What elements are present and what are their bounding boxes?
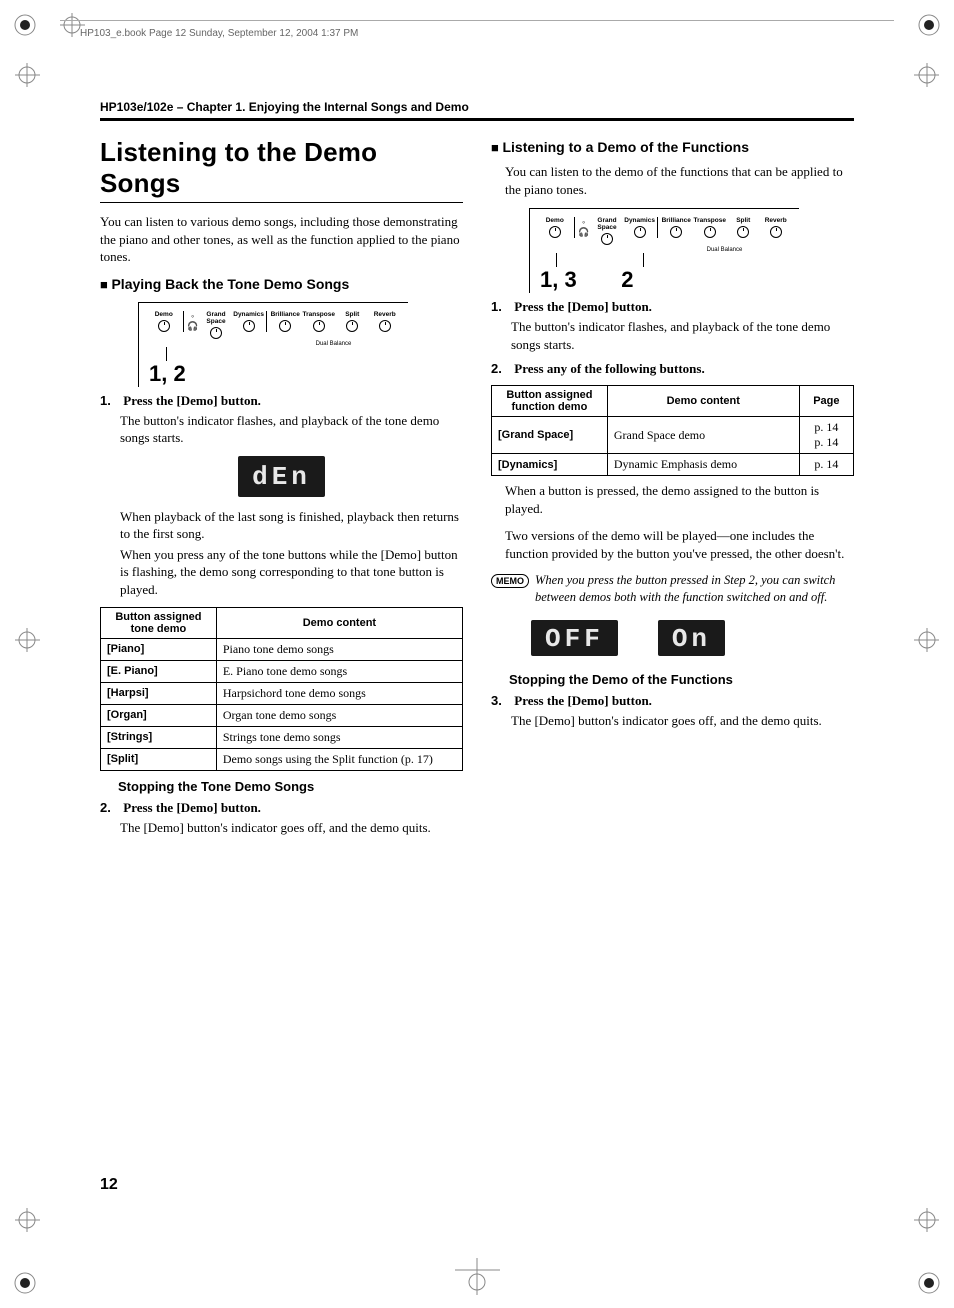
lcd-display-off: OFF — [531, 620, 618, 656]
table-row: [Grand Space] Grand Space demo p. 14 p. … — [492, 417, 854, 454]
table-header: Button assigned tone demo — [101, 607, 217, 638]
left-column: Listening to the Demo Songs You can list… — [100, 137, 463, 1194]
memo-text: When you press the button pressed in Ste… — [535, 572, 854, 606]
table-row: [E. Piano]E. Piano tone demo songs — [101, 660, 463, 682]
step-body: The button's indicator flashes, and play… — [511, 318, 854, 353]
step-body: When playback of the last song is finish… — [120, 508, 463, 543]
step-title: Press the [Demo] button. — [123, 800, 261, 815]
memo-icon: MEMO — [491, 574, 529, 588]
step-2-right: 2. Press any of the following buttons. — [491, 361, 854, 377]
panel-label: Split — [345, 311, 359, 318]
book-meta: HP103_e.book Page 12 Sunday, September 1… — [80, 28, 358, 39]
panel-diagram-left: Demo ◦🎧 Grand Space Dynamics Brilliance … — [138, 302, 408, 387]
panel-callout: 1, 3 — [540, 267, 619, 293]
after-table-text: When a button is pressed, the demo assig… — [505, 482, 854, 517]
step-1-right: 1. Press the [Demo] button. The button's… — [491, 299, 854, 353]
step-1: 1. Press the [Demo] button. The button's… — [100, 393, 463, 599]
panel-label: Transpose — [693, 217, 726, 224]
page-content: HP103e/102e – Chapter 1. Enjoying the In… — [0, 30, 954, 1234]
right-column: Listening to a Demo of the Functions You… — [491, 137, 854, 1194]
step-body: The [Demo] button's indicator goes off, … — [120, 819, 463, 837]
panel-label: Reverb — [374, 311, 396, 318]
table-row: [Dynamics] Dynamic Emphasis demo p. 14 — [492, 454, 854, 476]
table-header: Button assigned function demo — [492, 386, 608, 417]
panel-label: Grand Space — [206, 311, 225, 325]
panel-callout: 2 — [621, 267, 791, 293]
table-row: [Piano]Piano tone demo songs — [101, 638, 463, 660]
panel-label: Brilliance — [662, 217, 691, 224]
panel-label: Split — [736, 217, 750, 224]
table-row: [Strings]Strings tone demo songs — [101, 726, 463, 748]
intro-text-right: You can listen to the demo of the functi… — [505, 163, 854, 198]
headphone-icon: ◦🎧 — [187, 311, 198, 331]
panel-label: Demo — [155, 311, 173, 318]
panel-diagram-right: Demo ◦🎧 Grand Space Dynamics Brilliance … — [529, 208, 799, 293]
header-rule — [60, 20, 894, 21]
lcd-display: dEn — [238, 456, 325, 497]
step-body: When you press any of the tone buttons w… — [120, 546, 463, 599]
after-table-text: Two versions of the demo will be played—… — [505, 527, 854, 562]
subsub-stopping-tone: Stopping the Tone Demo Songs — [118, 779, 463, 794]
lcd-display-on: On — [658, 620, 725, 656]
page-number: 12 — [100, 1176, 463, 1194]
tone-demo-table: Button assigned tone demo Demo content [… — [100, 607, 463, 771]
step-number: 1. — [100, 393, 120, 408]
step-body: The button's indicator flashes, and play… — [120, 412, 463, 447]
function-demo-table: Button assigned function demo Demo conte… — [491, 385, 854, 476]
panel-label: Brilliance — [271, 311, 300, 318]
panel-callout: 1, 2 — [149, 361, 400, 387]
intro-text: You can listen to various demo songs, in… — [100, 213, 463, 266]
subhead-playing-back: Playing Back the Tone Demo Songs — [100, 276, 463, 292]
table-row: [Organ]Organ tone demo songs — [101, 704, 463, 726]
table-header: Demo content — [607, 386, 799, 417]
step-number: 2. — [100, 800, 120, 815]
panel-label: Transpose — [302, 311, 335, 318]
headphone-icon: ◦🎧 — [578, 217, 589, 237]
running-head: HP103e/102e – Chapter 1. Enjoying the In… — [100, 100, 854, 121]
table-row: [Harpsi]Harpsichord tone demo songs — [101, 682, 463, 704]
panel-label: Grand Space — [597, 217, 616, 231]
subsub-stopping-function: Stopping the Demo of the Functions — [509, 672, 854, 687]
panel-label: Demo — [546, 217, 564, 224]
panel-label: Dynamics — [233, 311, 264, 318]
step-3-right: 3. Press the [Demo] button. The [Demo] b… — [491, 693, 854, 730]
step-number: 2. — [491, 361, 511, 376]
table-header: Demo content — [216, 607, 462, 638]
step-number: 3. — [491, 693, 511, 708]
memo-note: MEMO When you press the button pressed i… — [491, 572, 854, 606]
step-title: Press any of the following buttons. — [514, 361, 704, 376]
step-body: The [Demo] button's indicator goes off, … — [511, 712, 854, 730]
step-title: Press the [Demo] button. — [514, 299, 652, 314]
panel-label: Dynamics — [624, 217, 655, 224]
step-number: 1. — [491, 299, 511, 314]
step-title: Press the [Demo] button. — [514, 693, 652, 708]
panel-label: Reverb — [765, 217, 787, 224]
table-header: Page — [799, 386, 853, 417]
step-title: Press the [Demo] button. — [123, 393, 261, 408]
subhead-demo-functions: Listening to a Demo of the Functions — [491, 139, 854, 155]
page-title: Listening to the Demo Songs — [100, 137, 463, 203]
step-2: 2. Press the [Demo] button. The [Demo] b… — [100, 800, 463, 837]
table-row: [Split]Demo songs using the Split functi… — [101, 748, 463, 770]
